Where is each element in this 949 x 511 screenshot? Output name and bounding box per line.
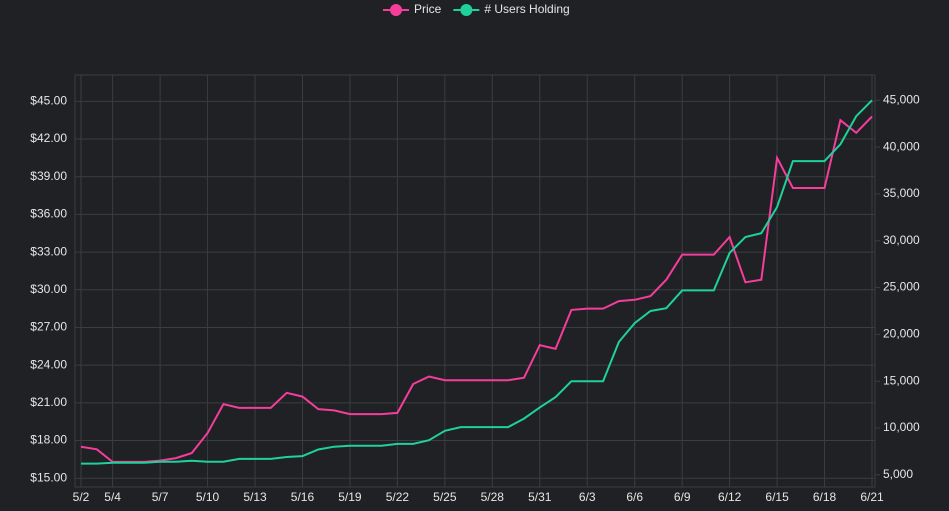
x-tick-label: 5/16 [291,490,315,504]
legend-label: # Users Holding [484,2,569,16]
y2-tick-label: 10,000 [883,420,920,434]
y2-tick-label: 40,000 [883,139,920,153]
x-tick-label: 6/12 [718,490,742,504]
plot-frame [74,74,876,488]
legend-marker [460,4,473,16]
x-tick-label: 5/25 [433,490,457,504]
x-tick-label: 5/31 [528,490,552,504]
y2-tick-label: 35,000 [883,186,920,200]
y-tick-label: $42.00 [30,131,67,145]
x-tick-label: 6/21 [860,490,884,504]
x-tick-label: 6/3 [579,490,596,504]
legend-item: Price [383,2,442,16]
legend-marker [390,4,402,16]
y-tick-label: $30.00 [30,282,67,296]
y-tick-label: $45.00 [30,94,67,108]
x-tick-label: 6/6 [626,490,643,504]
x-tick-label: 5/7 [152,490,169,504]
y2-tick-label: 20,000 [883,327,920,341]
series-line [81,99,873,465]
y-tick-label: $33.00 [30,244,67,258]
x-tick-label: 6/18 [813,490,837,504]
y2-tick-label: 45,000 [883,92,920,106]
x-tick-label: 6/15 [765,490,789,504]
y-tick-label: $15.00 [30,470,67,484]
series-line [80,115,873,463]
y2-tick-label: 25,000 [883,280,920,294]
y2-tick-label: 30,000 [883,233,920,247]
y-tick-label: $24.00 [30,357,67,371]
x-tick-label: 6/9 [674,490,691,504]
y2-tick-label: 5,000 [883,467,913,481]
y2-tick-label: 15,000 [883,373,920,387]
y-tick-label: $18.00 [30,433,67,447]
x-tick-label: 5/13 [243,490,267,504]
x-tick-label: 5/4 [104,490,121,504]
x-tick-label: 5/28 [481,490,505,504]
y-tick-label: $27.00 [30,320,67,334]
y-tick-label: $39.00 [30,169,67,183]
x-tick-label: 5/19 [338,490,362,504]
y-tick-label: $21.00 [30,395,67,409]
x-tick-label: 5/22 [386,490,410,504]
y-tick-label: $36.00 [30,207,67,221]
legend-label: Price [414,2,442,16]
legend-item: # Users Holding [453,2,570,16]
x-tick-label: 5/2 [73,490,90,504]
x-tick-label: 5/10 [196,490,220,504]
